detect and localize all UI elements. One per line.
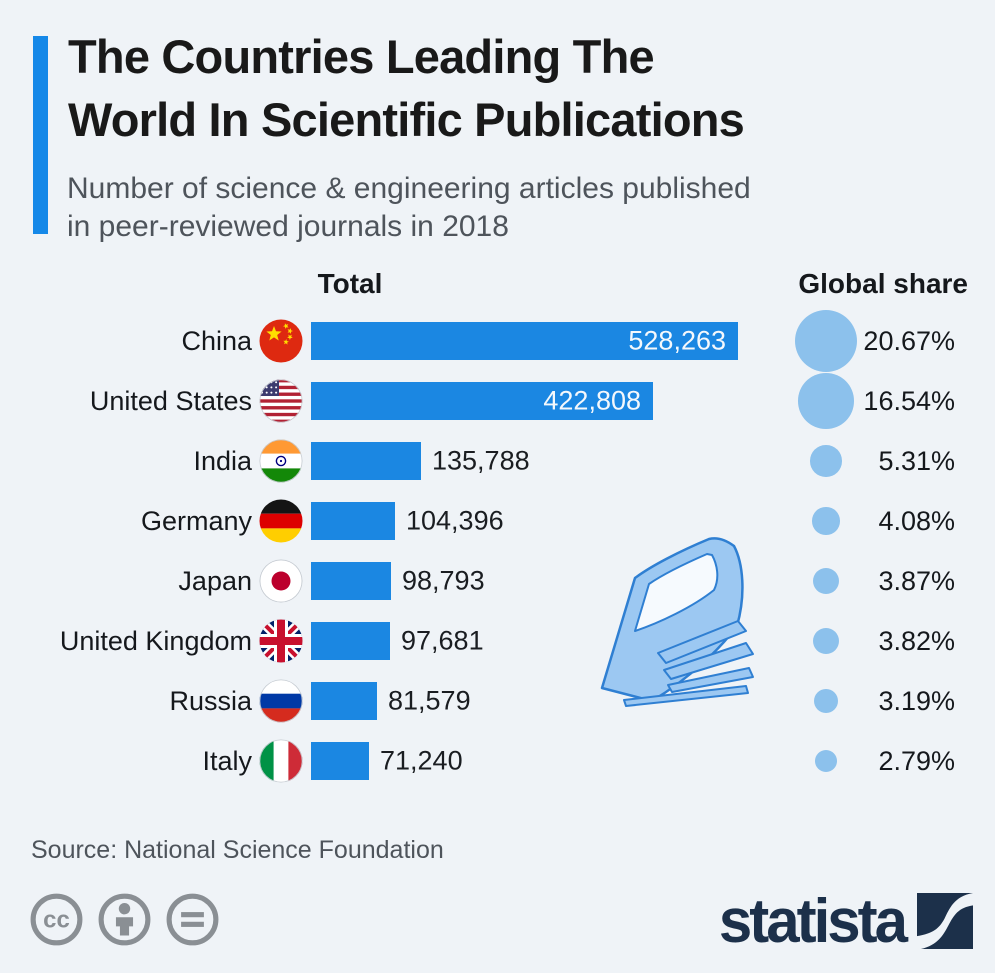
total-value: 97,681 xyxy=(401,625,484,656)
cc-license-badges[interactable]: cc xyxy=(28,891,221,948)
global-share-circle-cell xyxy=(790,371,862,431)
country-label: United States xyxy=(89,385,252,416)
statista-swoosh-icon xyxy=(917,892,973,949)
united-kingdom-flag-icon xyxy=(259,619,303,663)
column-header-global-share: Global share xyxy=(798,268,968,299)
cc-icon[interactable]: cc xyxy=(28,891,85,948)
page-subtitle: Number of science & engineering articles… xyxy=(67,170,751,246)
equal-sign-icon[interactable] xyxy=(164,891,221,948)
bar-cell: 97,681 xyxy=(311,622,761,660)
italy-flag-icon xyxy=(259,739,303,783)
global-share-circle-cell xyxy=(790,731,862,791)
global-share-circle xyxy=(814,749,838,773)
country-label: Italy xyxy=(202,745,252,776)
country-row: Italy 71,240 2.79% xyxy=(30,731,965,791)
global-share-circle-cell xyxy=(790,431,862,491)
bar-cell: 71,240 xyxy=(311,742,761,780)
global-share-value: 2.79% xyxy=(878,745,955,776)
united-states-flag-icon xyxy=(259,379,303,423)
title-line-2: World In Scientific Publications xyxy=(68,92,745,146)
bar-cell: 528,263 xyxy=(311,322,761,360)
country-row: China 528,263 20.67% xyxy=(30,310,965,372)
subtitle-line-1: Number of science & engineering articles… xyxy=(67,172,751,205)
bar-cell: 104,396 xyxy=(311,502,761,540)
country-row: Russia 81,579 3.19% xyxy=(30,671,965,731)
total-bar xyxy=(311,442,421,480)
page-title: The Countries Leading The World In Scien… xyxy=(68,26,745,151)
global-share-value: 20.67% xyxy=(863,325,955,356)
chart-rows: China 528,263 20.67% United States 422,808 16… xyxy=(30,310,965,791)
global-share-value: 3.82% xyxy=(878,625,955,656)
global-share-circle-cell xyxy=(790,310,862,372)
global-share-circle xyxy=(812,507,840,535)
total-bar xyxy=(311,562,391,600)
title-line-1: The Countries Leading The xyxy=(68,30,655,83)
svg-text:cc: cc xyxy=(43,906,70,933)
bar-cell: 135,788 xyxy=(311,442,761,480)
bar-cell: 81,579 xyxy=(311,682,761,720)
global-share-value: 4.08% xyxy=(878,505,955,536)
country-row: United Kingdom 97,681 3.82% xyxy=(30,611,965,671)
subtitle-line-2: in peer-reviewed journals in 2018 xyxy=(67,209,509,243)
russia-flag-icon xyxy=(259,679,303,723)
journal-pages-watermark-icon xyxy=(596,537,796,725)
total-value: 422,808 xyxy=(543,385,641,416)
country-label: Germany xyxy=(140,505,252,536)
global-share-circle-cell xyxy=(790,551,862,611)
country-label: Japan xyxy=(178,565,252,596)
global-share-circle-cell xyxy=(790,491,862,551)
global-share-value: 5.31% xyxy=(878,445,955,476)
global-share-circle xyxy=(812,567,840,595)
title-accent-bar xyxy=(33,36,48,234)
total-bar xyxy=(311,502,395,540)
global-share-value: 16.54% xyxy=(863,385,955,416)
total-bar: 528,263 xyxy=(311,322,738,360)
country-label: China xyxy=(181,325,252,356)
country-row: India 135,788 5.31% xyxy=(30,431,965,491)
total-value: 528,263 xyxy=(628,325,726,356)
global-share-circle xyxy=(812,627,840,655)
bar-cell: 98,793 xyxy=(311,562,761,600)
total-bar: 422,808 xyxy=(311,382,653,420)
total-value: 135,788 xyxy=(432,445,530,476)
source-note: Source: National Science Foundation xyxy=(31,836,444,864)
total-value: 98,793 xyxy=(402,565,485,596)
germany-flag-icon xyxy=(259,499,303,543)
global-share-value: 3.19% xyxy=(878,685,955,716)
country-label: India xyxy=(193,445,252,476)
total-bar xyxy=(311,742,369,780)
column-header-total: Total xyxy=(317,268,383,299)
total-bar xyxy=(311,622,390,660)
india-flag-icon xyxy=(259,439,303,483)
global-share-circle xyxy=(798,373,854,429)
attribution-person-icon[interactable] xyxy=(96,891,153,948)
country-row: Germany 104,396 4.08% xyxy=(30,491,965,551)
global-share-circle xyxy=(810,445,842,477)
statista-logo[interactable]: statista xyxy=(719,886,973,955)
global-share-circle xyxy=(795,310,857,372)
country-row: United States 422,808 16.54% xyxy=(30,371,965,431)
japan-flag-icon xyxy=(259,559,303,603)
country-label: United Kingdom xyxy=(59,625,252,656)
country-label: Russia xyxy=(169,685,252,716)
global-share-circle-cell xyxy=(790,671,862,731)
china-flag-icon xyxy=(259,319,303,363)
total-value: 81,579 xyxy=(388,685,471,716)
global-share-value: 3.87% xyxy=(878,565,955,596)
global-share-circle-cell xyxy=(790,611,862,671)
global-share-circle xyxy=(813,688,839,714)
bar-cell: 422,808 xyxy=(311,382,761,420)
statista-wordmark: statista xyxy=(718,885,908,956)
total-value: 71,240 xyxy=(380,745,463,776)
total-bar xyxy=(311,682,377,720)
country-row: Japan 98,793 3.87% xyxy=(30,551,965,611)
total-value: 104,396 xyxy=(406,505,504,536)
